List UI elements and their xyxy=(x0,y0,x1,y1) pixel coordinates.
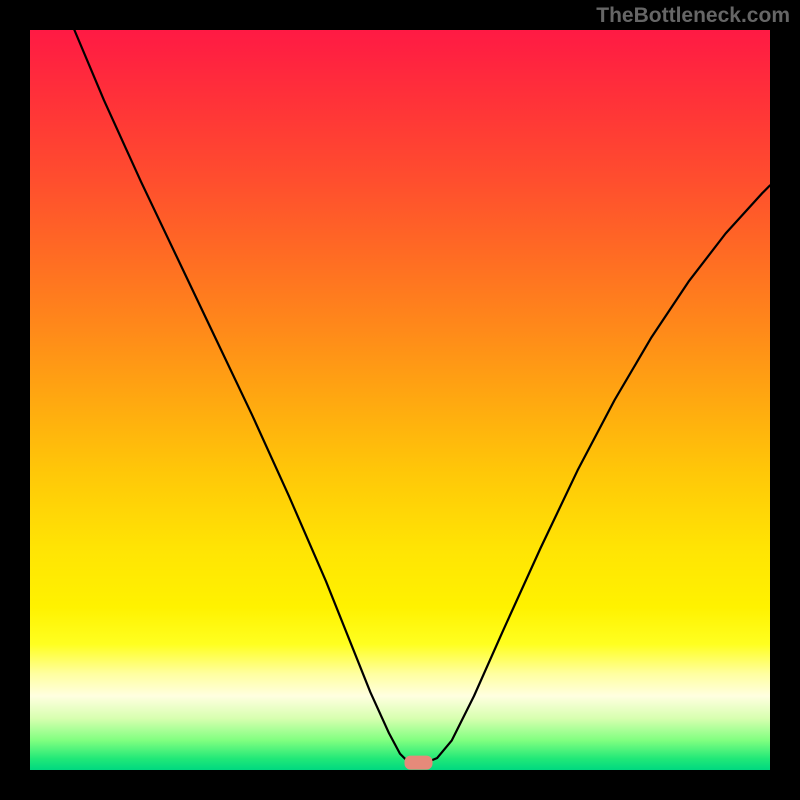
watermark-text: TheBottleneck.com xyxy=(596,4,790,28)
plot-area xyxy=(30,30,770,770)
minimum-marker xyxy=(405,756,433,770)
bottleneck-chart xyxy=(0,0,800,800)
chart-container: TheBottleneck.com xyxy=(0,0,800,800)
